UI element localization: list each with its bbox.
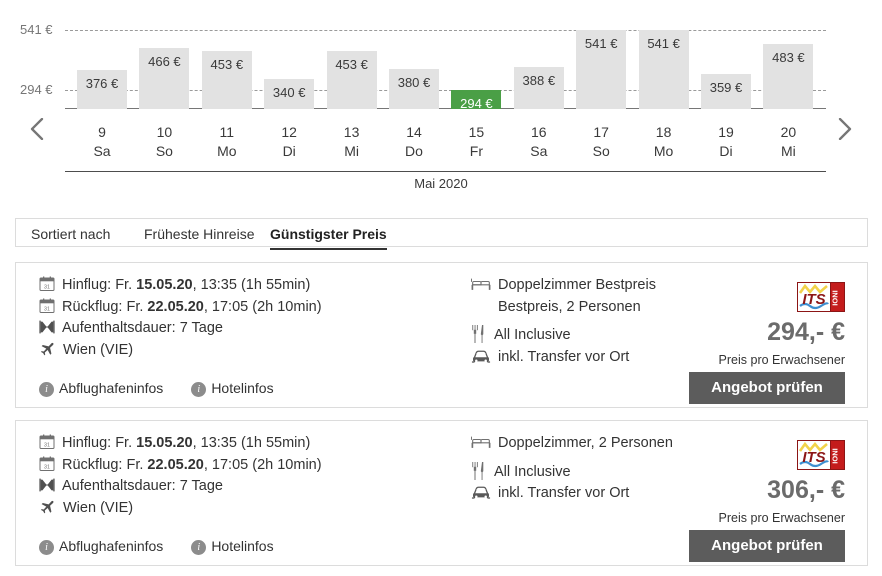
svg-text:ITS: ITS <box>802 449 825 466</box>
svg-text:31: 31 <box>44 284 50 290</box>
svg-text:31: 31 <box>44 306 50 312</box>
svg-text:IONI: IONI <box>831 448 840 463</box>
svg-text:31: 31 <box>44 464 50 470</box>
svg-text:IONI: IONI <box>831 290 840 305</box>
svg-text:ITS: ITS <box>802 291 825 308</box>
svg-text:31: 31 <box>44 442 50 448</box>
